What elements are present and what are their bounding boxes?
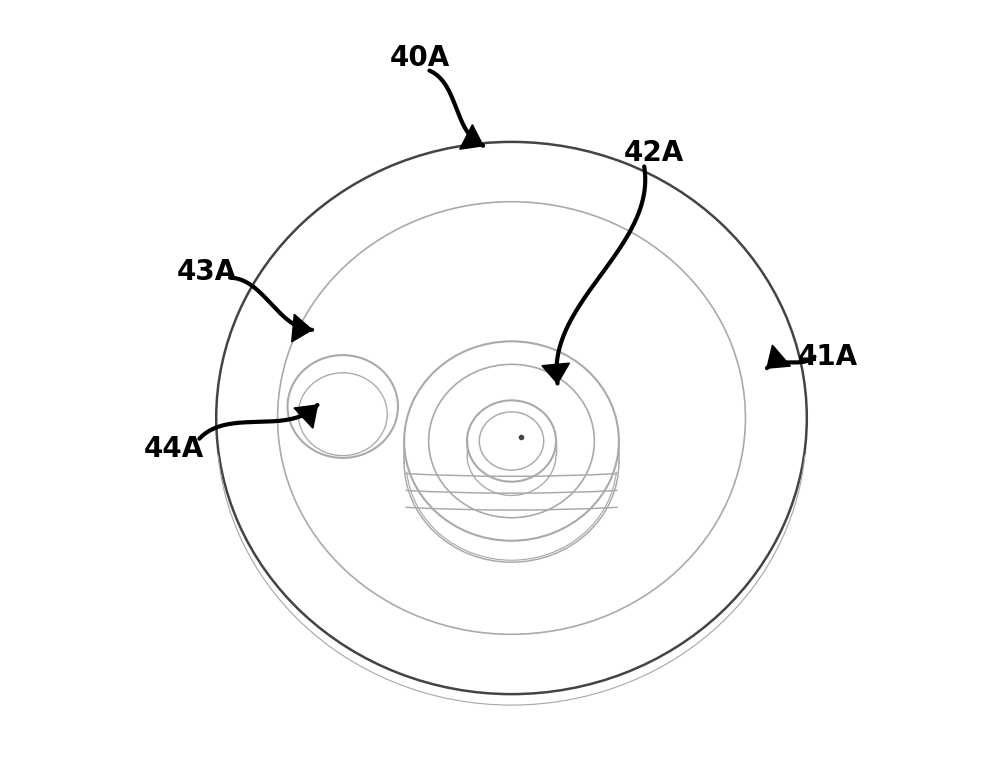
Text: 41A: 41A xyxy=(798,343,858,370)
Text: 40A: 40A xyxy=(389,44,450,71)
Text: 43A: 43A xyxy=(177,258,237,286)
Polygon shape xyxy=(292,314,312,342)
Polygon shape xyxy=(294,405,317,428)
Text: 42A: 42A xyxy=(623,140,684,167)
Polygon shape xyxy=(460,125,483,150)
Polygon shape xyxy=(767,345,790,368)
Text: 44A: 44A xyxy=(144,435,204,463)
Polygon shape xyxy=(542,363,569,384)
